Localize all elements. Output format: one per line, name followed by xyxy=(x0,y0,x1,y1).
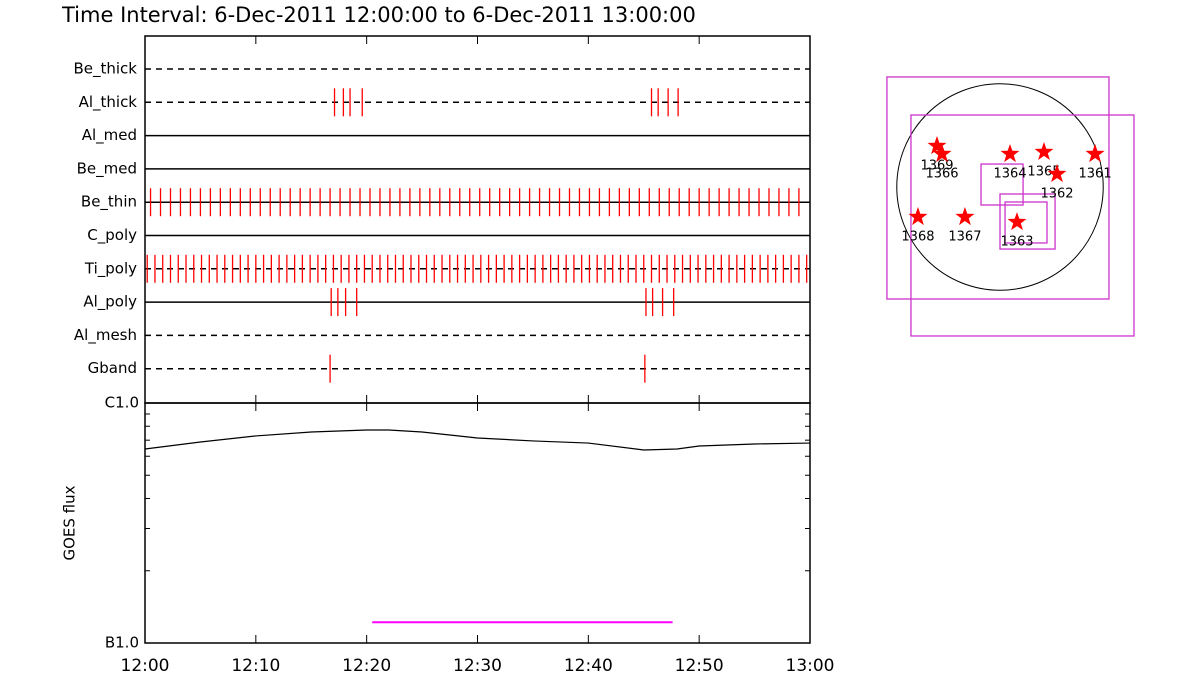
row-label: C_poly xyxy=(87,226,137,245)
row-label: Al_med xyxy=(82,126,137,145)
x-tick-label: 12:10 xyxy=(231,656,280,676)
row-label: Be_thick xyxy=(73,60,137,79)
row-label: Al_poly xyxy=(83,293,137,312)
chart-title: Time Interval: 6-Dec-2011 12:00:00 to 6-… xyxy=(61,3,696,27)
fov-box xyxy=(980,163,1024,206)
x-tick-label: 12:50 xyxy=(675,656,724,676)
region-star xyxy=(1000,144,1020,163)
region-star xyxy=(1085,144,1105,163)
region-label: 1362 xyxy=(1040,186,1073,201)
region-label: 1369 xyxy=(920,159,953,174)
solar-disk xyxy=(896,83,1104,291)
region-label: 1361 xyxy=(1079,166,1112,181)
goes-line xyxy=(144,429,811,451)
y-axis-label: GOES flux xyxy=(61,485,79,560)
region-label: 1365 xyxy=(1027,164,1060,179)
region-label: 1368 xyxy=(901,230,934,245)
row-label: Ti_poly xyxy=(84,259,137,278)
region-label: 1364 xyxy=(993,166,1026,181)
region-star xyxy=(908,207,928,226)
region-star xyxy=(1047,164,1067,183)
region-label: 1367 xyxy=(948,230,981,245)
x-tick-label: 12:00 xyxy=(121,656,170,676)
fov-box xyxy=(910,114,1135,337)
row-label: Al_mesh xyxy=(74,326,137,345)
fov-box xyxy=(999,193,1056,250)
region-star xyxy=(932,144,952,163)
row-label: Al_thick xyxy=(79,93,138,112)
region-star xyxy=(955,207,975,226)
row-label: Gband xyxy=(88,359,137,377)
row-label: Be_thin xyxy=(81,193,137,212)
region-label: 1366 xyxy=(925,166,958,181)
fov-box xyxy=(886,76,1110,300)
y-tick-label: C1.0 xyxy=(105,394,139,412)
x-tick-label: 12:40 xyxy=(564,656,613,676)
y-tick-label: B1.0 xyxy=(105,634,139,652)
x-tick-label: 13:00 xyxy=(786,656,835,676)
x-tick-label: 12:20 xyxy=(342,656,391,676)
timeline-frame xyxy=(144,35,811,404)
row-label: Be_med xyxy=(77,159,137,178)
region-star xyxy=(927,136,947,155)
x-tick-label: 12:30 xyxy=(453,656,502,676)
region-label: 1363 xyxy=(1000,235,1033,250)
region-star xyxy=(1034,141,1054,160)
fov-box xyxy=(1004,201,1048,244)
goes-frame xyxy=(144,402,811,644)
region-star xyxy=(1007,212,1027,231)
